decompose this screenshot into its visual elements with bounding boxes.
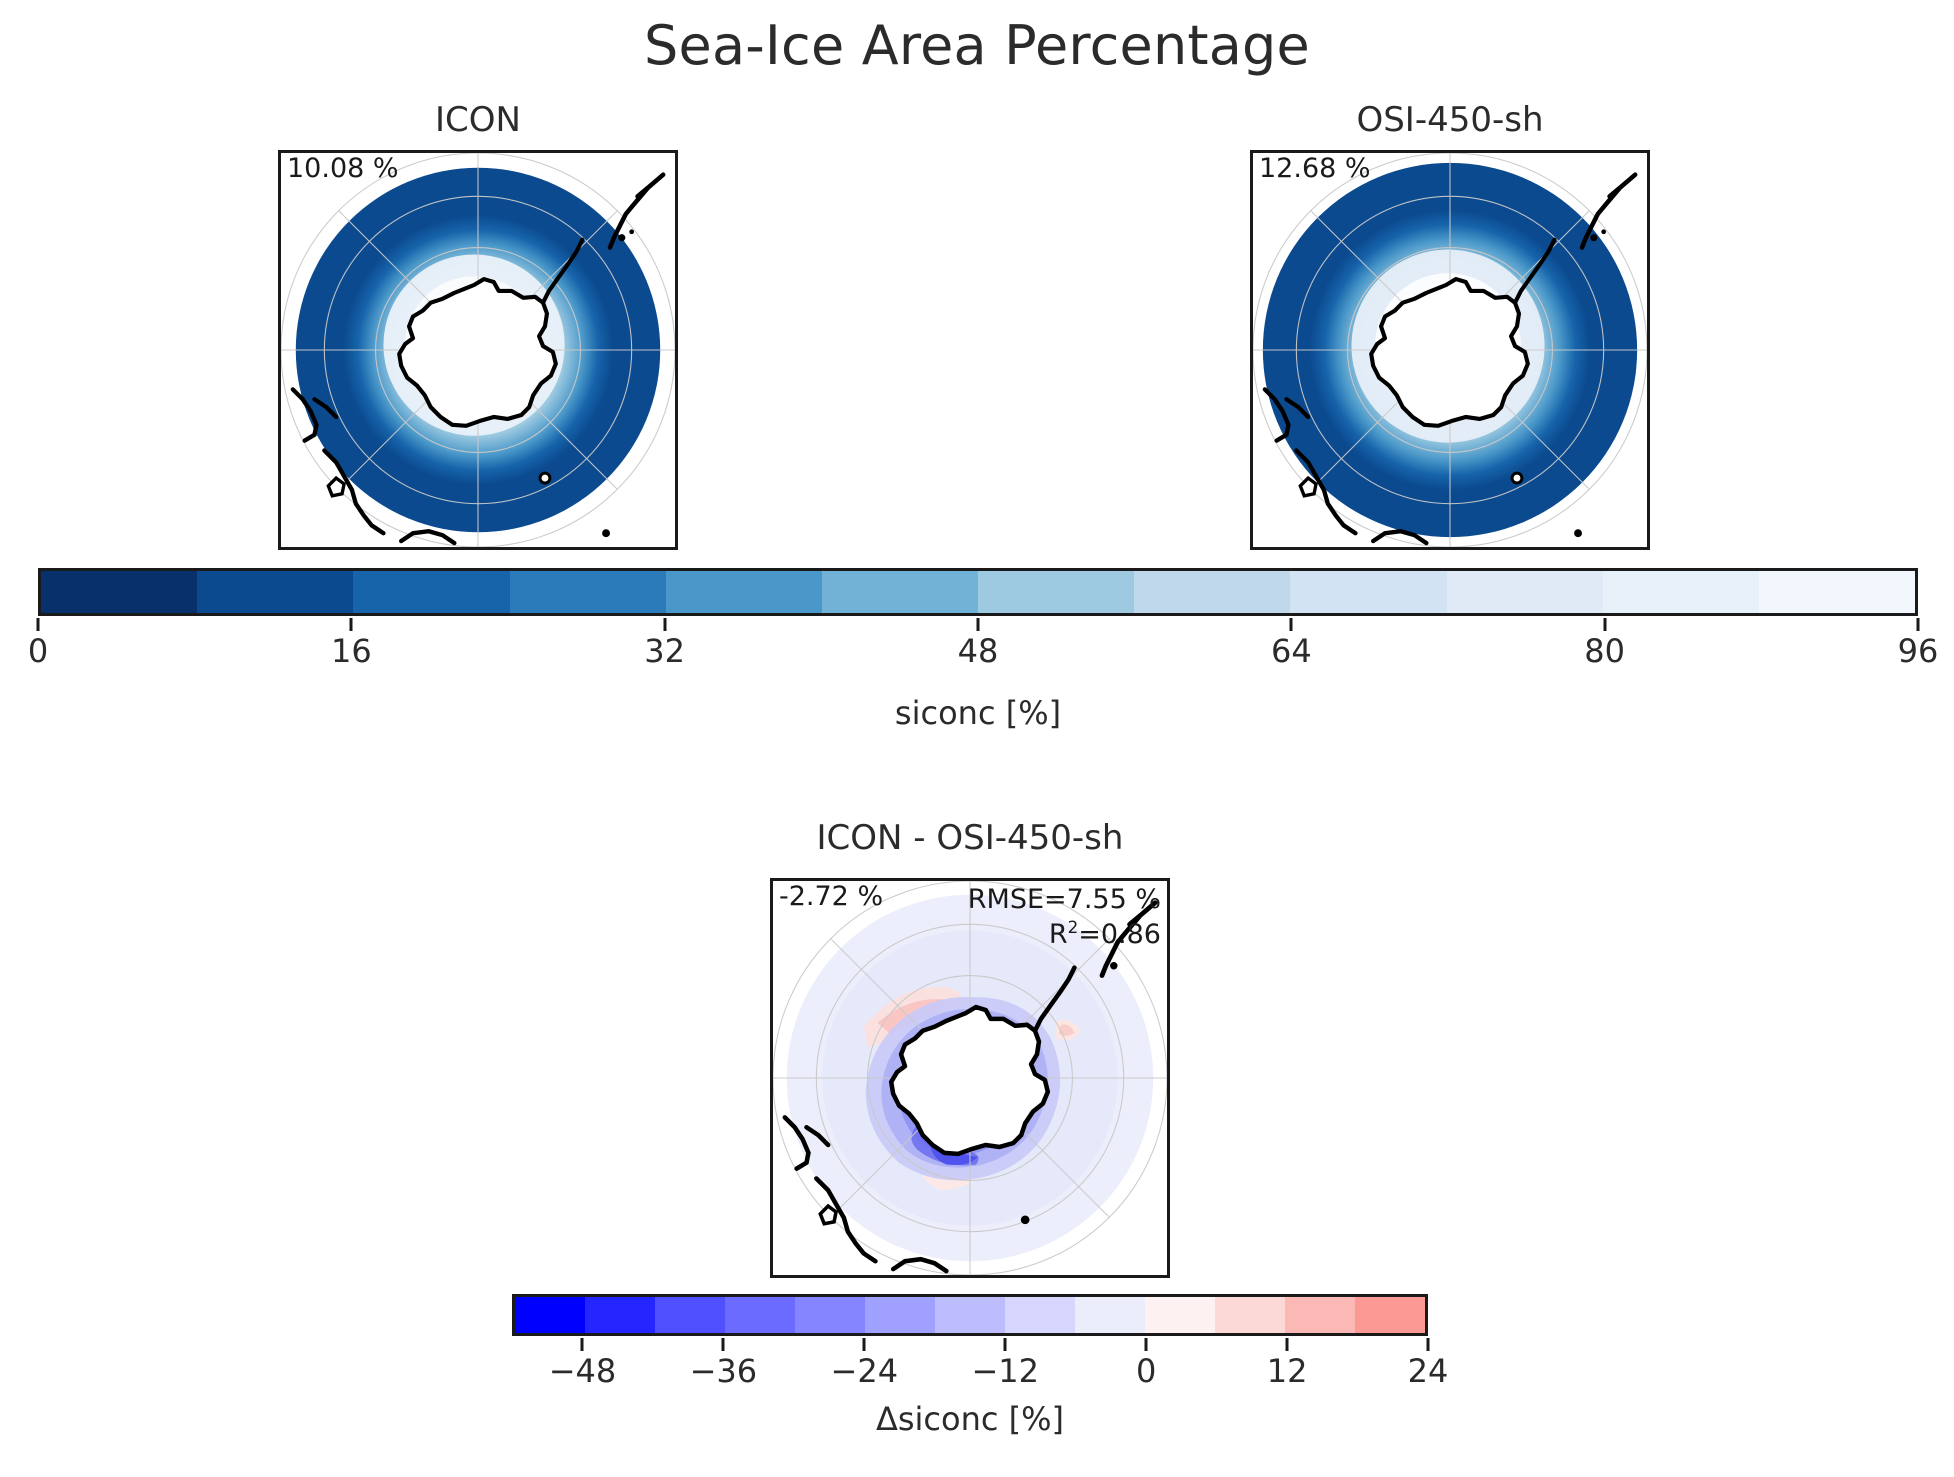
- colorbar-tick-label-0: −48: [548, 1352, 617, 1390]
- colorbar-tick-mark-6: [1916, 618, 1920, 631]
- panel-mean-model: 10.08 %: [287, 153, 399, 184]
- colorbar-siconc-label: siconc [%]: [894, 694, 1062, 732]
- colorbar-tick-mark-0: [580, 1338, 584, 1351]
- colorbar-tick-mark-6: [1426, 1338, 1430, 1351]
- colorbar-tick-mark-3: [976, 618, 980, 631]
- panel-title-difference: ICON - OSI-450-sh: [816, 818, 1124, 858]
- figure-title: Sea-Ice Area Percentage: [644, 14, 1310, 77]
- colorbar-tick-label-2: 32: [644, 632, 686, 670]
- colorbar-swatch-10: [1602, 571, 1759, 613]
- colorbar-tick-mark-4: [1289, 618, 1293, 631]
- colorbar-siconc[interactable]: [38, 568, 1918, 616]
- colorbar-swatch-0: [515, 1297, 585, 1333]
- colorbar-delta-siconc-label: Δsiconc [%]: [875, 1400, 1065, 1438]
- colorbar-tick-mark-1: [349, 618, 353, 631]
- colorbar-siconc-gradient: [38, 568, 1918, 616]
- colorbar-swatch-2: [353, 571, 510, 613]
- map-observation-graphic: [1253, 153, 1647, 547]
- colorbar-swatch-7: [1005, 1297, 1075, 1333]
- colorbar-swatch-9: [1145, 1297, 1215, 1333]
- colorbar-tick-mark-5: [1285, 1338, 1289, 1351]
- map-model-graphic: [281, 153, 675, 547]
- colorbar-tick-label-3: 48: [957, 632, 999, 670]
- colorbar-tick-mark-2: [862, 1338, 866, 1351]
- colorbar-swatch-7: [1134, 571, 1291, 613]
- colorbar-tick-mark-4: [1144, 1338, 1148, 1351]
- colorbar-tick-label-1: 16: [330, 632, 372, 670]
- colorbar-tick-label-5: 12: [1266, 1352, 1308, 1390]
- rmse-label: RMSE=7.55 %: [967, 884, 1161, 915]
- map-panel-difference[interactable]: -2.72 % RMSE=7.55 % R2=0.86: [770, 878, 1170, 1278]
- panel-title-observation: OSI-450-sh: [1356, 100, 1544, 140]
- r2-exponent: 2: [1067, 916, 1079, 937]
- colorbar-swatch-9: [1446, 571, 1603, 613]
- panel-mean-observation: 12.68 %: [1259, 153, 1371, 184]
- map-panel-observation[interactable]: 12.68 %: [1250, 150, 1650, 550]
- map-difference-graphic: [773, 881, 1167, 1275]
- colorbar-tick-label-4: 64: [1270, 632, 1312, 670]
- r2-value: =0.86: [1078, 918, 1161, 950]
- panel-mean-difference: -2.72 %: [779, 881, 884, 912]
- map-panel-model[interactable]: 10.08 %: [278, 150, 678, 550]
- colorbar-swatch-11: [1758, 571, 1916, 613]
- colorbar-tick-label-1: −36: [689, 1352, 758, 1390]
- colorbar-tick-mark-1: [721, 1338, 725, 1351]
- colorbar-swatch-8: [1290, 571, 1447, 613]
- colorbar-swatch-3: [725, 1297, 795, 1333]
- colorbar-tick-mark-3: [1003, 1338, 1007, 1351]
- colorbar-tick-label-6: 24: [1407, 1352, 1449, 1390]
- colorbar-swatch-1: [197, 571, 354, 613]
- colorbar-swatch-8: [1075, 1297, 1145, 1333]
- colorbar-swatch-4: [795, 1297, 865, 1333]
- colorbar-tick-label-5: 80: [1584, 632, 1626, 670]
- colorbar-swatch-12: [1355, 1297, 1425, 1333]
- colorbar-tick-mark-0: [36, 618, 40, 631]
- colorbar-tick-mark-2: [663, 618, 667, 631]
- colorbar-delta-siconc-gradient: [512, 1294, 1428, 1336]
- r2-prefix: R: [1048, 918, 1068, 950]
- colorbar-swatch-3: [509, 571, 666, 613]
- colorbar-swatch-5: [821, 571, 979, 613]
- colorbar-delta-siconc-ticks: −48 −36 −24 −12 0 12 24: [512, 1338, 1448, 1390]
- colorbar-tick-label-3: −12: [971, 1352, 1039, 1390]
- colorbar-delta-siconc[interactable]: [512, 1294, 1428, 1336]
- colorbar-swatch-0: [41, 571, 198, 613]
- colorbar-swatch-10: [1215, 1297, 1285, 1333]
- colorbar-tick-label-0: 0: [27, 632, 49, 670]
- colorbar-siconc-ticks: 0 16 32 48 64 80 96: [28, 618, 1938, 670]
- colorbar-swatch-1: [585, 1297, 655, 1333]
- colorbar-swatch-6: [935, 1297, 1005, 1333]
- colorbar-swatch-11: [1285, 1297, 1355, 1333]
- panel-title-model: ICON: [435, 100, 521, 140]
- colorbar-swatch-5: [865, 1297, 935, 1333]
- colorbar-swatch-6: [978, 571, 1135, 613]
- colorbar-swatch-2: [655, 1297, 725, 1333]
- colorbar-tick-mark-5: [1603, 618, 1607, 631]
- colorbar-swatch-4: [665, 571, 822, 613]
- colorbar-tick-label-6: 96: [1897, 632, 1939, 670]
- panel-stats-difference: RMSE=7.55 % R2=0.86: [968, 883, 1161, 952]
- colorbar-tick-label-4: 0: [1135, 1352, 1157, 1390]
- r2-label: R2=0.86: [968, 917, 1161, 952]
- colorbar-tick-label-2: −24: [830, 1352, 899, 1390]
